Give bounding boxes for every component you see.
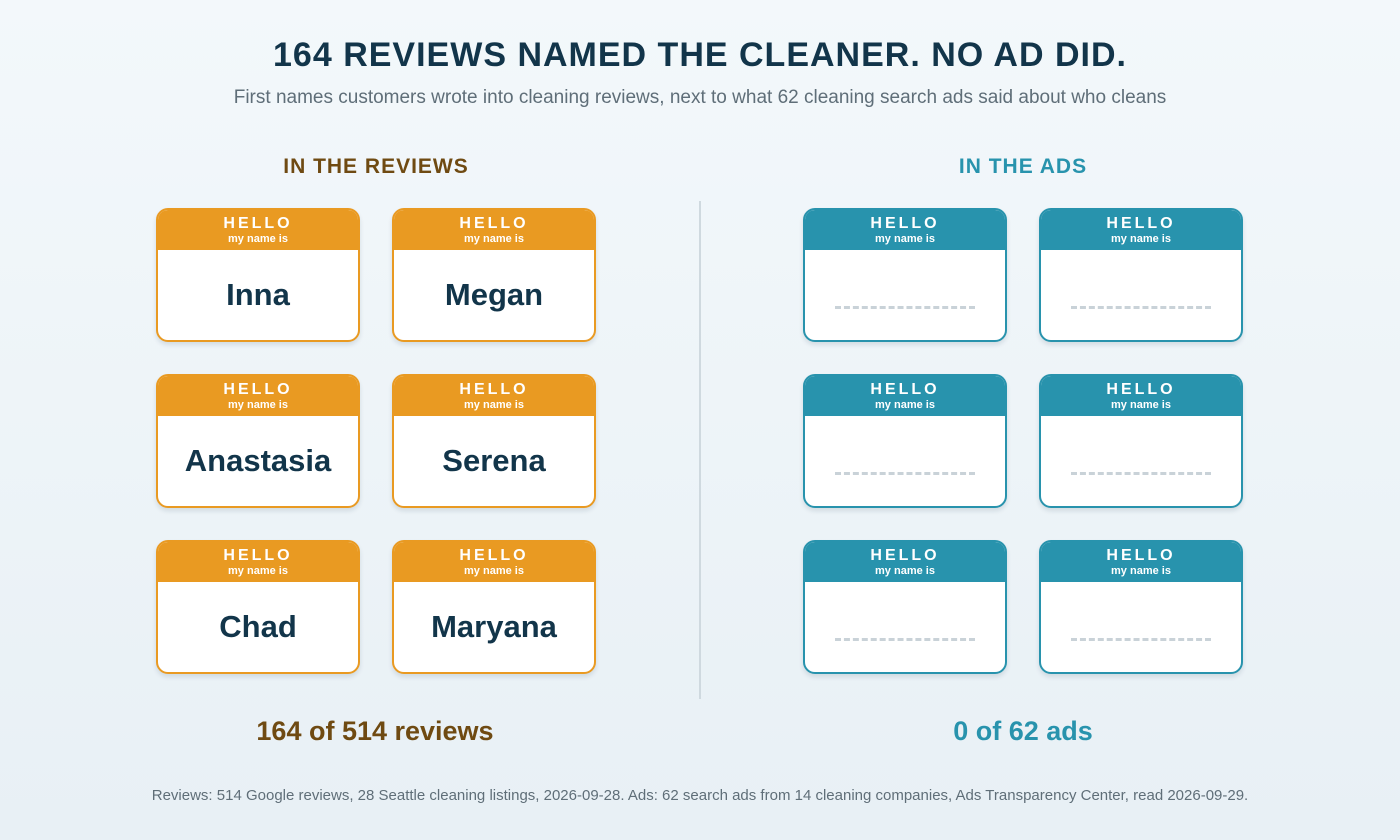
ad-name-tag: HELLO my name is xyxy=(1039,208,1243,342)
ads-column-heading: IN THE ADS xyxy=(958,155,1088,178)
name-tag-header: HELLO my name is xyxy=(1041,210,1241,250)
hello-label: HELLO xyxy=(459,215,529,232)
blank-name-line xyxy=(1071,638,1211,641)
ad-name-tag: HELLO my name is xyxy=(1039,540,1243,674)
name-tag-header: HELLO my name is xyxy=(805,210,1005,250)
hello-label: HELLO xyxy=(870,547,940,564)
blank-name-line xyxy=(1071,472,1211,475)
cleaner-name: Maryana xyxy=(431,609,557,644)
hello-label: HELLO xyxy=(1106,547,1176,564)
cleaner-name: Inna xyxy=(226,277,290,312)
hello-label: HELLO xyxy=(1106,381,1176,398)
blank-name-line xyxy=(835,472,975,475)
hello-label: HELLO xyxy=(870,215,940,232)
blank-name-line xyxy=(835,306,975,309)
cleaner-name: Serena xyxy=(442,443,546,478)
hello-label: HELLO xyxy=(870,381,940,398)
review-name-tag: HELLO my name is Megan xyxy=(392,208,596,342)
ads-count-stat: 0 of 62 ads xyxy=(953,716,1093,746)
my-name-is-label: my name is xyxy=(875,399,935,411)
my-name-is-label: my name is xyxy=(464,399,524,411)
my-name-is-label: my name is xyxy=(1111,399,1171,411)
cleaner-name: Chad xyxy=(219,609,297,644)
page-title: 164 REVIEWS NAMED THE CLEANER. NO AD DID… xyxy=(273,36,1127,74)
hello-label: HELLO xyxy=(459,547,529,564)
column-divider xyxy=(699,201,701,699)
hello-label: HELLO xyxy=(223,381,293,398)
my-name-is-label: my name is xyxy=(464,565,524,577)
blank-name-line xyxy=(1071,306,1211,309)
reviews-name-tag-grid: HELLO my name is Inna HELLO my name is M… xyxy=(156,208,596,676)
review-name-tag: HELLO my name is Chad xyxy=(156,540,360,674)
my-name-is-label: my name is xyxy=(1111,565,1171,577)
name-tag-header: HELLO my name is xyxy=(158,210,358,250)
ad-name-tag: HELLO my name is xyxy=(803,540,1007,674)
my-name-is-label: my name is xyxy=(1111,233,1171,245)
my-name-is-label: my name is xyxy=(875,233,935,245)
name-tag-header: HELLO my name is xyxy=(394,376,594,416)
name-tag-header: HELLO my name is xyxy=(805,376,1005,416)
name-tag-header: HELLO my name is xyxy=(394,210,594,250)
review-name-tag: HELLO my name is Inna xyxy=(156,208,360,342)
name-tag-header: HELLO my name is xyxy=(394,542,594,582)
review-name-tag: HELLO my name is Maryana xyxy=(392,540,596,674)
ads-name-tag-grid: HELLO my name is HELLO my name is HELLO … xyxy=(803,208,1243,676)
name-tag-header: HELLO my name is xyxy=(1041,542,1241,582)
hello-label: HELLO xyxy=(223,547,293,564)
hello-label: HELLO xyxy=(459,381,529,398)
ad-name-tag: HELLO my name is xyxy=(803,208,1007,342)
hello-label: HELLO xyxy=(223,215,293,232)
source-note: Reviews: 514 Google reviews, 28 Seattle … xyxy=(151,787,1249,804)
name-tag-header: HELLO my name is xyxy=(805,542,1005,582)
name-tag-header: HELLO my name is xyxy=(158,542,358,582)
my-name-is-label: my name is xyxy=(875,565,935,577)
cleaner-name: Megan xyxy=(444,277,544,312)
reviews-count-stat: 164 of 514 reviews xyxy=(256,716,494,746)
my-name-is-label: my name is xyxy=(228,399,288,411)
my-name-is-label: my name is xyxy=(464,233,524,245)
review-name-tag: HELLO my name is Serena xyxy=(392,374,596,508)
blank-name-line xyxy=(835,638,975,641)
my-name-is-label: my name is xyxy=(228,233,288,245)
cleaner-name: Anastasia xyxy=(184,443,332,478)
name-tag-header: HELLO my name is xyxy=(1041,376,1241,416)
ad-name-tag: HELLO my name is xyxy=(803,374,1007,508)
name-tag-header: HELLO my name is xyxy=(158,376,358,416)
my-name-is-label: my name is xyxy=(228,565,288,577)
reviews-column-heading: IN THE REVIEWS xyxy=(283,155,469,178)
page-subtitle: First names customers wrote into cleanin… xyxy=(233,87,1167,108)
review-name-tag: HELLO my name is Anastasia xyxy=(156,374,360,508)
ad-name-tag: HELLO my name is xyxy=(1039,374,1243,508)
hello-label: HELLO xyxy=(1106,215,1176,232)
